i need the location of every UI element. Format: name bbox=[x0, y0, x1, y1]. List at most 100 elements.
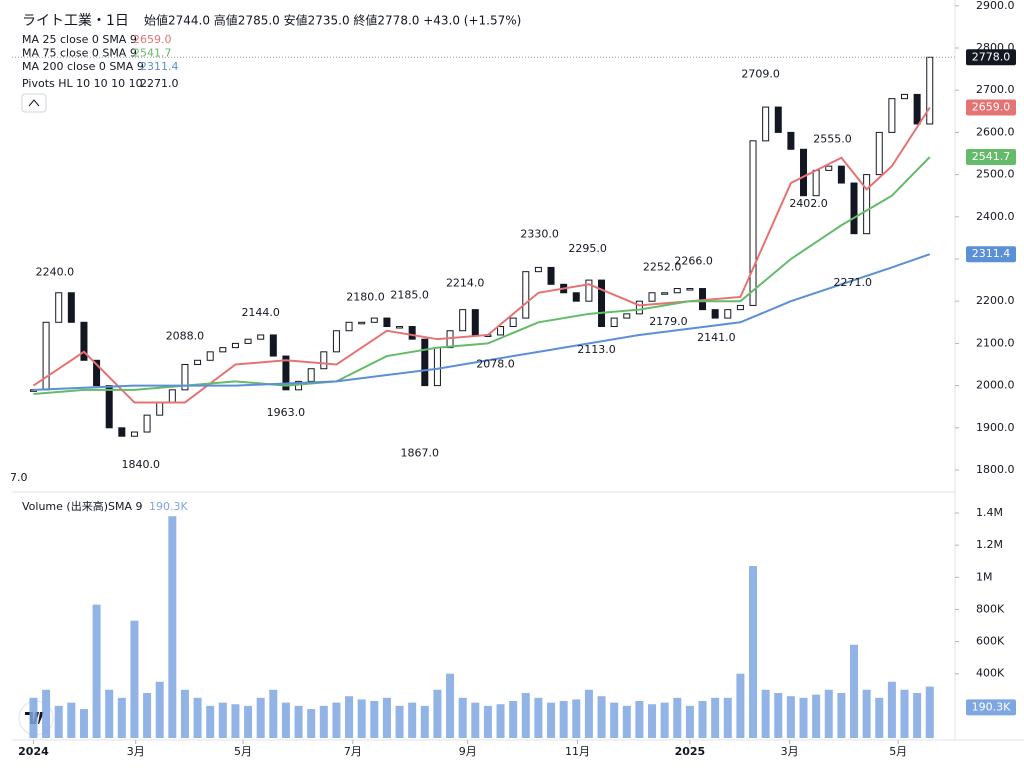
volume-bar bbox=[105, 689, 114, 738]
price-tag bbox=[966, 149, 1016, 166]
volume-bar bbox=[42, 689, 51, 738]
candle bbox=[648, 292, 656, 302]
price-tag-label: 2778.0 bbox=[972, 50, 1011, 63]
candle bbox=[926, 56, 934, 125]
candle bbox=[459, 309, 467, 332]
volume-bar bbox=[471, 702, 480, 738]
volume-bar bbox=[206, 705, 215, 738]
candle bbox=[219, 347, 227, 353]
pivot-label: 2185.0 bbox=[390, 289, 429, 302]
candle bbox=[244, 338, 252, 344]
volume-bar bbox=[685, 705, 694, 738]
legend-value: 2271.0 bbox=[140, 77, 179, 90]
candle bbox=[370, 317, 378, 323]
volume-bar bbox=[218, 702, 227, 738]
volume-tick-label: 600K bbox=[976, 635, 1005, 648]
candle bbox=[130, 431, 138, 437]
volume-tag-label: 190.3K bbox=[972, 700, 1011, 713]
x-tick-label: 2025 bbox=[675, 745, 706, 758]
candle bbox=[194, 359, 202, 365]
pivot-label: 1867.0 bbox=[400, 447, 439, 460]
edge-label: 7.0 bbox=[10, 471, 28, 484]
volume-bar bbox=[547, 702, 556, 738]
volume-legend: SMA 9 bbox=[108, 500, 143, 513]
candle bbox=[345, 321, 353, 332]
collapse-button[interactable] bbox=[21, 93, 47, 113]
pivot-label: 2179.0 bbox=[649, 315, 688, 328]
volume-bar bbox=[723, 697, 732, 738]
volume-bar bbox=[332, 702, 341, 738]
pivot-label: 1963.0 bbox=[267, 406, 306, 419]
y-tick-label: 2000.0 bbox=[976, 379, 1015, 392]
volume-bar bbox=[408, 702, 417, 738]
pivot-label: 2078.0 bbox=[476, 358, 515, 371]
y-tick-label: 1800.0 bbox=[976, 463, 1015, 476]
x-tick-label: 11月 bbox=[565, 745, 590, 758]
x-tick-label: 2024 bbox=[18, 745, 49, 758]
x-tick-label: 7月 bbox=[344, 745, 362, 758]
candle bbox=[396, 326, 404, 329]
candle bbox=[661, 292, 669, 295]
volume-bar bbox=[850, 644, 859, 738]
volume-bar bbox=[774, 693, 783, 738]
volume-bar bbox=[673, 697, 682, 738]
volume-bar bbox=[307, 709, 316, 738]
volume-bar bbox=[913, 693, 922, 738]
volume-bar bbox=[433, 689, 442, 738]
pivot-label: 2402.0 bbox=[789, 197, 828, 210]
candle bbox=[825, 165, 833, 171]
volume-bar bbox=[584, 689, 593, 738]
y-tick-label: 2900.0 bbox=[976, 0, 1015, 12]
volume-bar bbox=[281, 702, 290, 738]
volume-bar bbox=[711, 697, 720, 738]
y-tick-label: 2600.0 bbox=[976, 125, 1015, 138]
candle bbox=[534, 266, 542, 273]
volume-bar bbox=[345, 696, 354, 738]
volume-bar bbox=[244, 705, 253, 738]
candle bbox=[257, 334, 265, 340]
volume-tick-label: 1M bbox=[976, 570, 993, 583]
candle bbox=[156, 401, 164, 416]
volume-bar bbox=[875, 697, 884, 738]
candle bbox=[913, 93, 921, 125]
volume-bar bbox=[610, 702, 619, 738]
price-tag bbox=[966, 246, 1016, 263]
x-tick-label: 5月 bbox=[234, 745, 252, 758]
pivot-label: 2144.0 bbox=[241, 306, 280, 319]
y-tick-label: 2100.0 bbox=[976, 336, 1015, 349]
candle bbox=[67, 292, 75, 323]
candle bbox=[471, 309, 479, 336]
volume-bar bbox=[761, 689, 770, 738]
candle bbox=[509, 317, 517, 328]
candle bbox=[358, 321, 366, 325]
volume-bar bbox=[648, 704, 657, 738]
pivot-label: 2555.0 bbox=[813, 132, 852, 145]
candle bbox=[307, 368, 315, 382]
price-tag-label: 2659.0 bbox=[972, 101, 1011, 114]
legend-label: MA 25 close 0 SMA 9 bbox=[22, 33, 137, 46]
candle bbox=[711, 309, 719, 319]
price-tag-label: 2541.7 bbox=[972, 150, 1011, 163]
candle bbox=[850, 182, 858, 235]
volume-bar bbox=[597, 696, 606, 738]
y-tick-label: 2400.0 bbox=[976, 210, 1015, 223]
volume-bar bbox=[749, 566, 758, 738]
candle bbox=[686, 288, 694, 291]
y-tick-label: 2700.0 bbox=[976, 83, 1015, 96]
pivot-label: 2240.0 bbox=[36, 265, 75, 278]
candle bbox=[105, 385, 113, 429]
candle bbox=[774, 106, 782, 133]
volume-legend-value: 190.3K bbox=[149, 500, 188, 513]
candle bbox=[206, 351, 214, 361]
candle bbox=[522, 271, 530, 319]
volume-bar bbox=[143, 693, 152, 738]
price-tag bbox=[966, 99, 1016, 116]
volume-bar bbox=[357, 699, 366, 738]
pivot-label: 2141.0 bbox=[697, 331, 736, 344]
volume-bar bbox=[92, 604, 101, 738]
legend-value: 2659.0 bbox=[133, 33, 172, 46]
collapse-icon bbox=[28, 99, 40, 107]
legend-label: Pivots HL 10 10 10 10 bbox=[22, 77, 143, 90]
candle bbox=[837, 165, 845, 184]
candle bbox=[888, 98, 896, 133]
